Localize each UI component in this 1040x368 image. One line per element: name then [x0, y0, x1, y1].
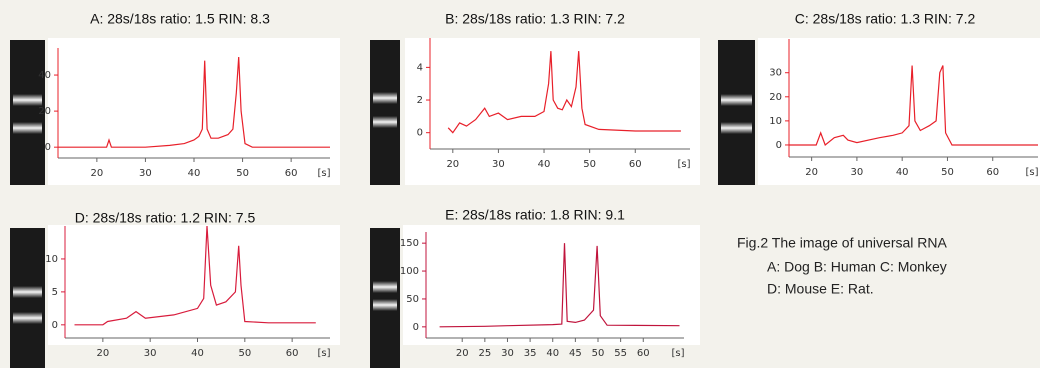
x-tick-label: 30 — [851, 167, 864, 178]
plot-background — [758, 38, 1040, 185]
figure: Fig.2 The image of universal RNA A: Dog … — [0, 0, 1040, 368]
x-axis-label: [s] — [317, 348, 330, 359]
x-tick-label: 20 — [805, 167, 818, 178]
x-tick-label: 30 — [501, 348, 514, 359]
y-tick-label: 4 — [417, 62, 423, 73]
gel-band — [721, 122, 752, 134]
y-tick-label: 0 — [52, 320, 58, 331]
x-tick-label: 30 — [144, 348, 157, 359]
x-tick-label: 40 — [546, 348, 559, 359]
caption-line: A: Dog B: Human C: Monkey — [767, 259, 947, 275]
caption-line: D: Mouse E: Rat. — [767, 281, 874, 297]
x-tick-label: 35 — [524, 348, 537, 359]
y-tick-label: 150 — [400, 238, 419, 249]
y-tick-label: 30 — [769, 68, 782, 79]
x-tick-label: 40 — [538, 159, 551, 170]
chart-title: D: 28s/18s ratio: 1.2 RIN: 7.5 — [75, 210, 256, 226]
gel-band — [13, 122, 42, 134]
gel-lane — [718, 40, 755, 185]
y-tick-label: 0 — [45, 142, 51, 153]
x-tick-label: 50 — [941, 167, 954, 178]
gel-band — [373, 281, 397, 293]
chart-title: C: 28s/18s ratio: 1.3 RIN: 7.2 — [795, 11, 976, 27]
y-tick-label: 0 — [413, 322, 419, 333]
gel-lane — [370, 228, 400, 368]
x-tick-label: 40 — [188, 168, 201, 179]
gel-band — [373, 116, 397, 128]
y-tick-label: 0 — [776, 140, 782, 151]
x-tick-label: 50 — [592, 348, 605, 359]
x-tick-label: 30 — [492, 159, 505, 170]
x-tick-label: 60 — [986, 167, 999, 178]
y-tick-label: 20 — [38, 106, 51, 117]
x-tick-label: 40 — [896, 167, 909, 178]
x-axis-label: [s] — [671, 348, 684, 359]
x-tick-label: 40 — [191, 348, 204, 359]
gel-band — [373, 299, 397, 311]
gel-lane — [370, 40, 400, 185]
x-axis-label: [s] — [1025, 167, 1038, 178]
y-tick-label: 20 — [769, 92, 782, 103]
x-tick-label: 30 — [139, 168, 152, 179]
x-tick-label: 50 — [238, 348, 251, 359]
y-tick-label: 100 — [400, 266, 419, 277]
chart-title: E: 28s/18s ratio: 1.8 RIN: 9.1 — [445, 207, 625, 223]
x-tick-label: 60 — [637, 348, 650, 359]
x-tick-label: 55 — [614, 348, 627, 359]
y-tick-label: 50 — [406, 294, 419, 305]
chart-title: B: 28s/18s ratio: 1.3 RIN: 7.2 — [445, 11, 625, 27]
x-tick-label: 25 — [478, 348, 491, 359]
plot-background — [48, 38, 340, 185]
plot-background — [48, 225, 340, 345]
x-tick-label: 45 — [569, 348, 582, 359]
x-axis-label: [s] — [317, 168, 330, 179]
x-tick-label: 20 — [96, 348, 109, 359]
x-tick-label: 60 — [629, 159, 642, 170]
x-tick-label: 60 — [285, 168, 298, 179]
chart-title: A: 28s/18s ratio: 1.5 RIN: 8.3 — [90, 11, 270, 27]
x-tick-label: 20 — [446, 159, 459, 170]
y-tick-label: 2 — [417, 95, 423, 106]
caption-line: Fig.2 The image of universal RNA — [737, 235, 947, 251]
y-tick-label: 40 — [38, 70, 51, 81]
gel-band — [721, 94, 752, 106]
x-tick-label: 50 — [236, 168, 249, 179]
x-tick-label: 20 — [456, 348, 469, 359]
x-tick-label: 50 — [583, 159, 596, 170]
x-tick-label: 60 — [286, 348, 299, 359]
y-tick-label: 0 — [417, 128, 423, 139]
gel-band — [13, 312, 42, 324]
y-tick-label: 5 — [52, 287, 58, 298]
y-tick-label: 10 — [45, 254, 58, 265]
gel-band — [13, 94, 42, 106]
y-tick-label: 10 — [769, 116, 782, 127]
x-tick-label: 20 — [90, 168, 103, 179]
x-axis-label: [s] — [677, 159, 690, 170]
gel-band — [13, 286, 42, 298]
gel-band — [373, 92, 397, 104]
